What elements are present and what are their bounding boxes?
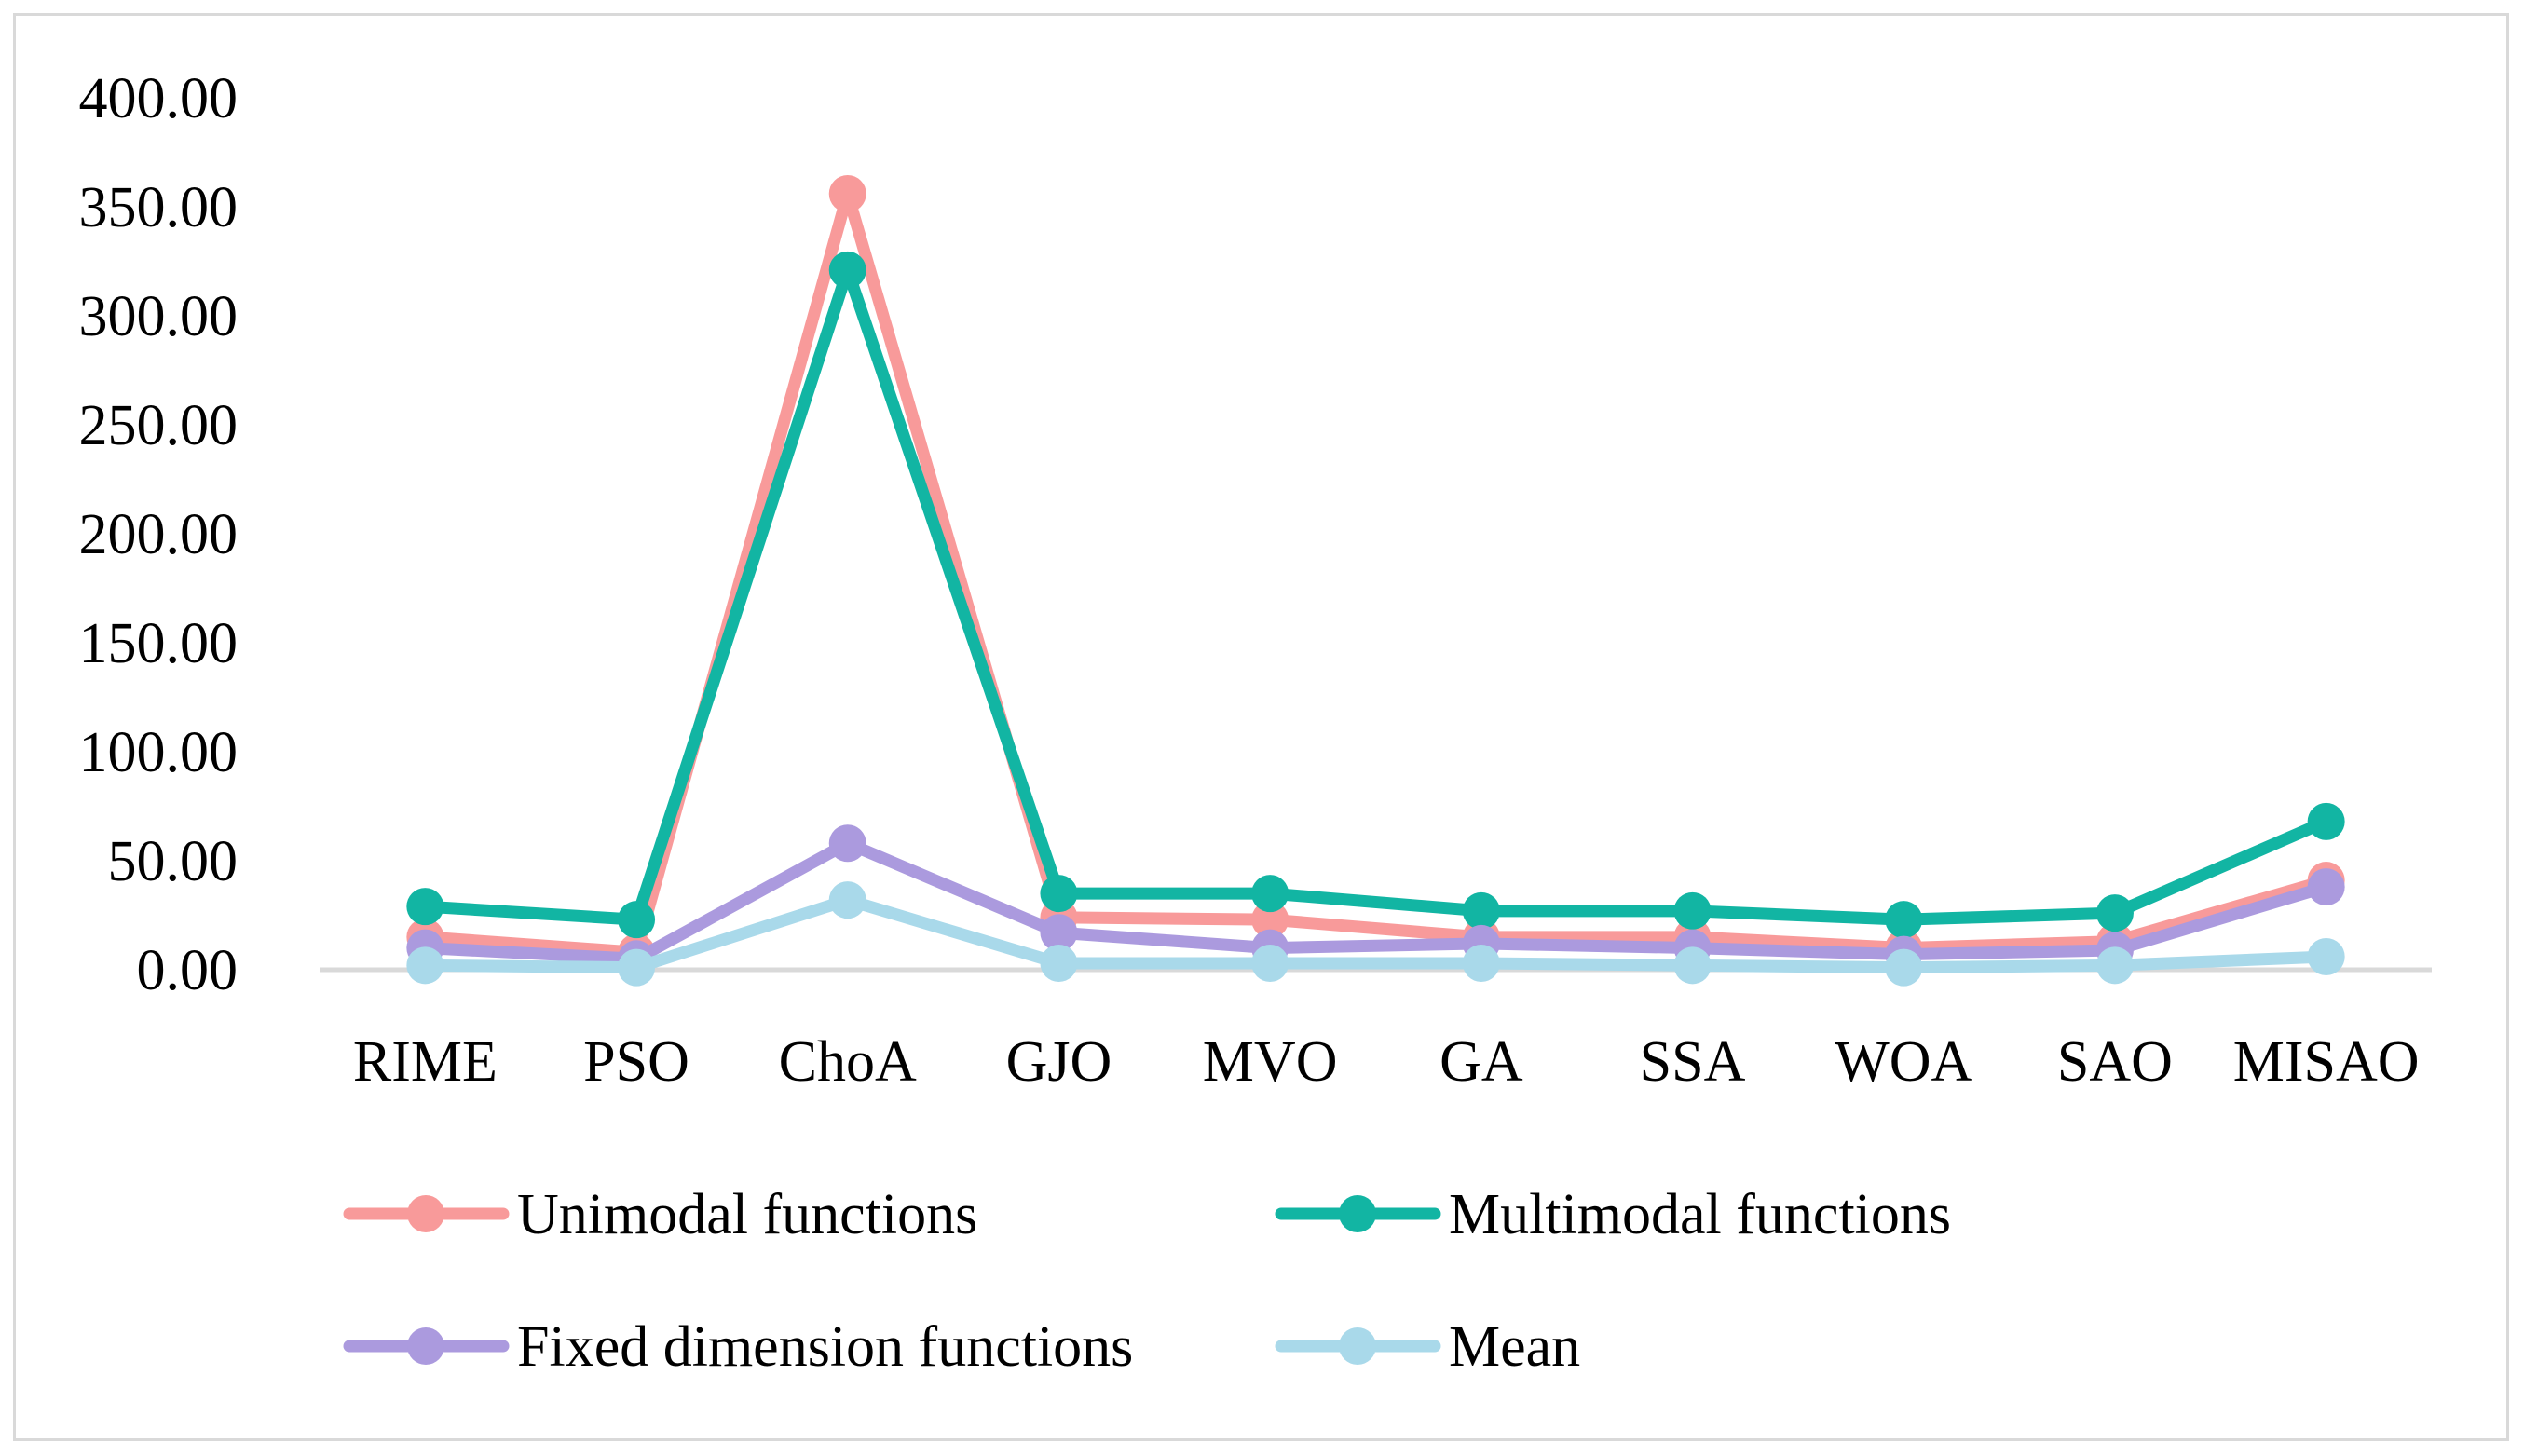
data-point — [828, 824, 866, 863]
x-tick-label: MISAO — [2233, 1030, 2420, 1094]
x-tick-label: ChoA — [779, 1030, 917, 1094]
data-point — [828, 881, 866, 919]
data-point — [406, 888, 444, 926]
legend-item: Mean — [1275, 1315, 1580, 1379]
data-point — [1251, 944, 1289, 982]
data-point — [1251, 901, 1289, 939]
y-tick-label: 50.00 — [108, 830, 239, 893]
data-point — [1885, 901, 1923, 939]
legend-item: Unimodal functions — [343, 1183, 977, 1246]
legend-item: Fixed dimension functions — [343, 1315, 1133, 1379]
data-point — [1251, 875, 1289, 913]
series-multimodal-functions — [406, 251, 2345, 939]
data-point — [1040, 875, 1078, 913]
x-tick-label: MVO — [1203, 1030, 1338, 1094]
legend-marker — [407, 1195, 444, 1232]
data-point — [406, 946, 444, 985]
x-axis-ticks: RIME PSO ChoA GJO MVO GA SSA WOA SAO MISAO — [353, 1030, 2420, 1094]
y-tick-label: 200.00 — [79, 503, 239, 566]
series-unimodal-functions — [406, 174, 2345, 972]
data-point — [2307, 868, 2345, 906]
x-tick-label: PSO — [583, 1030, 689, 1094]
x-tick-label: SSA — [1640, 1030, 1746, 1094]
legend-label: Mean — [1449, 1315, 1580, 1379]
x-tick-label: SAO — [2057, 1030, 2173, 1094]
data-point — [2095, 894, 2134, 932]
data-point — [618, 948, 656, 987]
data-point — [1040, 944, 1078, 982]
x-tick-label: WOA — [1835, 1030, 1972, 1094]
data-point — [1040, 914, 1078, 952]
y-tick-label: 150.00 — [79, 612, 239, 675]
legend-label: Fixed dimension functions — [517, 1315, 1133, 1379]
legend-item: Multimodal functions — [1275, 1183, 1951, 1246]
data-point — [1885, 948, 1923, 987]
y-tick-label: 250.00 — [79, 394, 239, 457]
legend: Unimodal functions Multimodal functions Fi… — [343, 1183, 1951, 1379]
x-tick-label: GA — [1439, 1030, 1523, 1094]
y-tick-label: 100.00 — [79, 721, 239, 784]
legend-marker — [1339, 1195, 1376, 1232]
y-tick-label: 400.00 — [79, 67, 239, 130]
data-point — [1673, 891, 1712, 930]
series-line — [418, 893, 2333, 974]
data-point — [2095, 946, 2134, 985]
y-axis-ticks: 0.00 50.00 100.00 150.00 200.00 250.00 300.00 3… — [79, 67, 239, 1002]
series-line — [418, 187, 2333, 959]
data-point — [1462, 944, 1500, 982]
series-layer — [406, 174, 2345, 987]
x-tick-label: RIME — [353, 1030, 498, 1094]
data-point — [2307, 802, 2345, 840]
series-line — [418, 837, 2333, 965]
data-point — [2307, 937, 2345, 975]
legend-label: Multimodal functions — [1449, 1183, 1951, 1246]
data-point — [1673, 946, 1712, 985]
legend-marker — [407, 1327, 444, 1365]
y-tick-label: 300.00 — [79, 285, 239, 348]
series-line — [418, 264, 2333, 926]
y-tick-label: 350.00 — [79, 176, 239, 239]
y-tick-label: 0.00 — [137, 939, 239, 1002]
data-point — [828, 251, 866, 289]
series-mean — [406, 881, 2345, 987]
data-point — [1462, 891, 1500, 930]
legend-label: Unimodal functions — [517, 1183, 977, 1246]
data-point — [618, 901, 656, 939]
legend-marker — [1339, 1327, 1376, 1365]
data-point — [828, 174, 866, 212]
x-tick-label: GJO — [1006, 1030, 1112, 1094]
